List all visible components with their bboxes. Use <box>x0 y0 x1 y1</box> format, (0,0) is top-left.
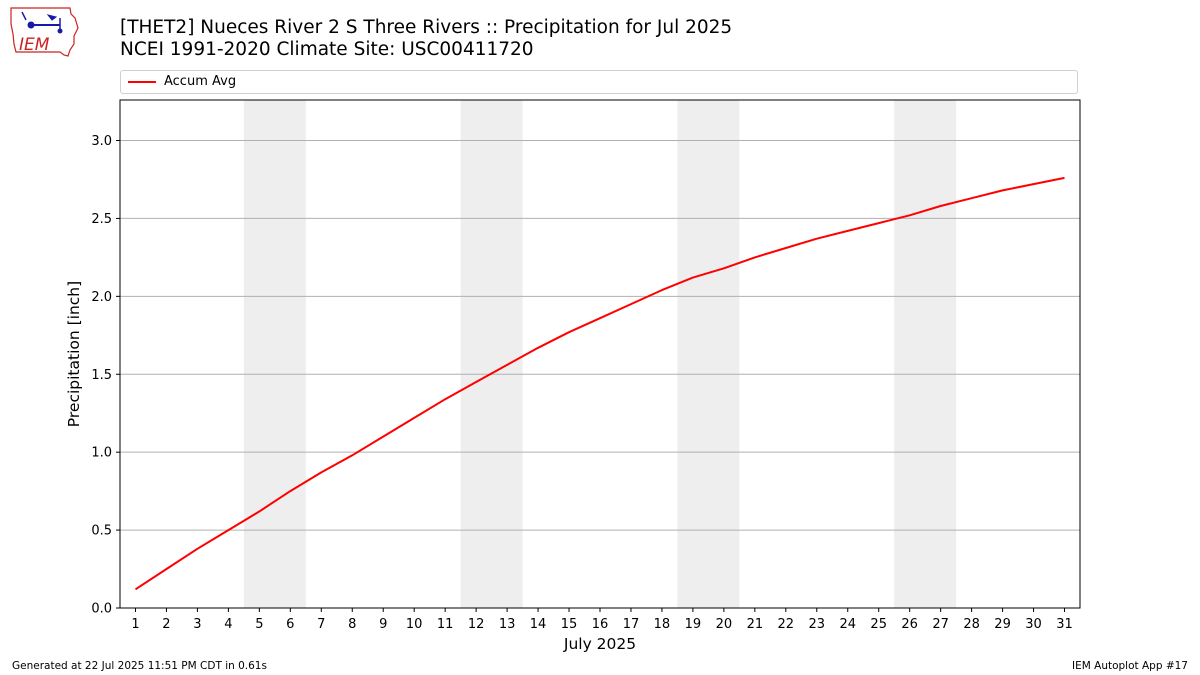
x-tick-label: 21 <box>747 617 764 632</box>
app-label: IEM Autoplot App #17 <box>1072 660 1188 672</box>
y-tick-label: 1.0 <box>91 446 112 461</box>
x-tick-label: 22 <box>778 617 795 632</box>
x-tick-label: 14 <box>530 617 547 632</box>
y-tick-label: 0.0 <box>91 602 112 617</box>
chart-subtitle: NCEI 1991-2020 Climate Site: USC00411720 <box>120 39 534 60</box>
legend-line-swatch <box>128 81 156 83</box>
x-tick-label: 3 <box>193 617 201 632</box>
x-axis-ticks: 1 2 3 4 5 6 7 8 9 10 11 12 13 14 15 16 17 18 19 20 21 22 23 24 2… <box>131 608 1073 632</box>
x-tick-label: 18 <box>654 617 671 632</box>
x-tick-label: 1 <box>131 617 139 632</box>
chart-title: [THET2] Nueces River 2 S Three Rivers ::… <box>120 17 733 38</box>
y-axis-label: Precipitation [inch] <box>65 281 83 427</box>
weather-station-icon <box>21 11 63 34</box>
weekend-band-4 <box>894 100 957 608</box>
x-tick-label: 20 <box>716 617 733 632</box>
y-gridlines <box>120 140 1080 531</box>
x-tick-label: 24 <box>839 617 856 632</box>
chart-legend: Accum Avg <box>120 70 1078 94</box>
weekend-bands <box>243 100 957 608</box>
y-tick-label: 2.0 <box>91 290 112 305</box>
x-tick-label: 5 <box>255 617 263 632</box>
legend-entry-label: Accum Avg <box>164 74 237 89</box>
generated-timestamp: Generated at 22 Jul 2025 11:51 PM CDT in… <box>12 660 267 672</box>
y-tick-label: 3.0 <box>91 134 112 149</box>
precipitation-chart: 1 2 3 4 5 6 7 8 9 10 11 12 13 14 15 16 17 18 19 20 21 22 23 24 2… <box>65 99 1081 653</box>
x-tick-label: 30 <box>1025 617 1042 632</box>
x-tick-label: 15 <box>561 617 578 632</box>
series-line-1 <box>134 176 1065 591</box>
x-tick-label: 23 <box>809 617 826 632</box>
iowa-outline-icon <box>10 7 79 57</box>
x-tick-label: 13 <box>499 617 516 632</box>
x-tick-label: 17 <box>623 617 640 632</box>
x-tick-label: 25 <box>870 617 887 632</box>
x-tick-label: 10 <box>406 617 423 632</box>
iem-logo: IEM <box>10 7 79 57</box>
y-tick-label: 1.5 <box>91 368 112 383</box>
x-tick-label: 4 <box>224 617 232 632</box>
x-tick-label: 11 <box>437 617 454 632</box>
weekend-band-1 <box>243 100 306 608</box>
x-tick-label: 19 <box>685 617 702 632</box>
x-axis-label: July 2025 <box>563 635 636 653</box>
x-tick-label: 9 <box>379 617 387 632</box>
y-axis-ticks: 0.0 0.5 1.0 1.5 2.0 2.5 3.0 <box>91 134 120 617</box>
x-tick-label: 7 <box>317 617 325 632</box>
y-tick-label: 2.5 <box>91 212 112 227</box>
x-tick-label: 2 <box>162 617 170 632</box>
x-tick-label: 12 <box>468 617 485 632</box>
x-tick-label: 16 <box>592 617 609 632</box>
x-tick-label: 27 <box>932 617 949 632</box>
logo-text: IEM <box>19 35 50 55</box>
x-tick-label: 29 <box>994 617 1011 632</box>
weekend-band-3 <box>677 100 740 608</box>
x-tick-label: 6 <box>286 617 294 632</box>
weekend-band-2 <box>460 100 523 608</box>
series-lines <box>134 176 1065 591</box>
x-tick-label: 28 <box>963 617 980 632</box>
x-tick-label: 8 <box>348 617 356 632</box>
x-tick-label: 31 <box>1056 617 1073 632</box>
x-tick-label: 26 <box>901 617 918 632</box>
y-tick-label: 0.5 <box>91 524 112 539</box>
